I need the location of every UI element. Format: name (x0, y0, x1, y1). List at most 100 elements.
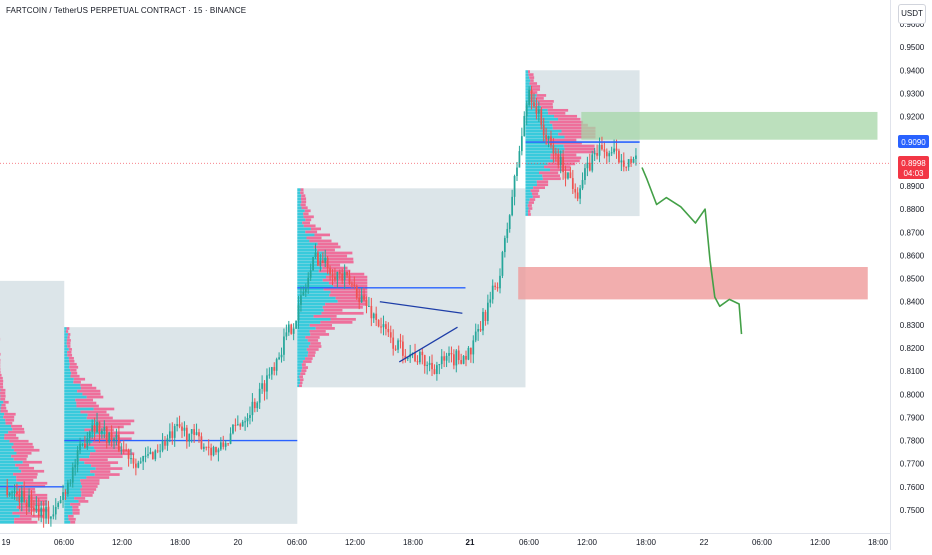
candle-down (341, 274, 343, 281)
profile-bar-up (297, 231, 305, 234)
time-tick-label: 06:00 (54, 538, 75, 547)
profile-bar-down (4, 437, 18, 440)
candle-down (363, 296, 365, 300)
candle-up (261, 383, 263, 389)
candle-up (252, 402, 254, 415)
profile-bar-down (338, 300, 368, 303)
profile-bar-up (64, 500, 78, 503)
profile-bar-down (66, 330, 68, 333)
profile-bar-down (305, 218, 311, 221)
profile-bar-up (297, 294, 329, 297)
candle-down (235, 425, 237, 426)
candle-up (45, 507, 47, 519)
profile-bar-down (308, 339, 318, 342)
price-axis[interactable]: 0.96000.95000.94000.93000.92000.91000.90… (900, 20, 925, 515)
price-tick-label: 0.9300 (900, 89, 925, 98)
candle-down (572, 178, 574, 189)
profile-bar-up (297, 249, 317, 252)
profile-bar-down (532, 88, 540, 91)
profile-bar-down (69, 348, 72, 351)
profile-bar-down (90, 452, 134, 455)
profile-bar-up (297, 372, 300, 375)
candle-up (288, 324, 290, 332)
profile-bar-down (0, 374, 2, 377)
profile-bar-up (64, 387, 81, 390)
profile-bar-down (319, 264, 340, 267)
profile-bar-down (531, 85, 540, 88)
profile-bar-down (550, 121, 583, 124)
supply-zone (581, 112, 877, 140)
candle-down (329, 268, 331, 274)
candle-down (577, 192, 579, 198)
candle-down (198, 432, 200, 436)
profile-bar-down (302, 363, 306, 366)
profile-bar-down (81, 491, 94, 494)
profile-bar-up (297, 330, 309, 333)
profile-bar-down (14, 449, 40, 452)
candle-down (550, 136, 552, 145)
candle-down (84, 444, 86, 448)
candle-up (397, 340, 399, 349)
profile-bar-down (318, 261, 353, 264)
currency-button[interactable]: USDT (898, 4, 926, 24)
profile-bar-up (0, 419, 5, 422)
profile-bar-down (67, 354, 72, 357)
profile-bar-up (297, 228, 311, 231)
profile-bar-up (297, 345, 309, 348)
profile-bar-down (74, 497, 85, 500)
profile-bar-up (297, 312, 321, 315)
profile-bar-up (0, 455, 11, 458)
candle-up (140, 461, 142, 462)
line-price-label: 0.9090 (901, 138, 926, 147)
profile-bar-up (525, 154, 550, 157)
candle-up (116, 435, 118, 439)
profile-bar-up (0, 434, 4, 437)
profile-bar-up (525, 145, 563, 148)
candle-up (368, 306, 370, 307)
profile-bar-up (64, 417, 87, 420)
profile-bar-up (525, 115, 554, 118)
profile-bar-up (297, 315, 313, 318)
profile-bar-up (64, 488, 80, 491)
candle-up (50, 516, 52, 518)
candle-up (492, 286, 494, 300)
profile-bar-up (64, 402, 76, 405)
profile-bar-up (297, 375, 299, 378)
profile-bar-up (525, 195, 532, 198)
candle-up (293, 329, 295, 334)
candle-up (448, 353, 450, 356)
profile-bar-down (306, 237, 321, 240)
candle-up (302, 292, 304, 295)
profile-bar-up (525, 174, 542, 177)
candle-down (128, 450, 130, 458)
profile-bar-down (82, 393, 100, 396)
profile-bar-down (96, 420, 134, 423)
profile-bar-up (64, 372, 71, 375)
profile-bar-up (64, 390, 77, 393)
profile-bar-down (67, 351, 71, 354)
profile-bar-up (0, 404, 1, 407)
profile-bar-up (297, 363, 302, 366)
candle-up (426, 365, 428, 366)
profile-bar-down (1, 407, 6, 410)
candle-down (43, 508, 45, 519)
candle-down (565, 172, 567, 178)
profile-bar-up (64, 348, 68, 351)
profile-bar-down (68, 333, 70, 336)
candle-up (504, 238, 506, 252)
profile-bar-up (64, 381, 73, 384)
profile-bar-down (529, 207, 533, 210)
candle-up (506, 229, 508, 238)
profile-bar-up (297, 270, 319, 273)
candle-up (72, 467, 74, 482)
profile-bar-down (299, 375, 303, 378)
profile-bar-up (297, 206, 301, 209)
candle-down (485, 312, 487, 321)
profile-bar-up (297, 221, 302, 224)
candle-down (106, 427, 108, 443)
candle-down (387, 329, 389, 332)
candle-down (402, 342, 404, 356)
